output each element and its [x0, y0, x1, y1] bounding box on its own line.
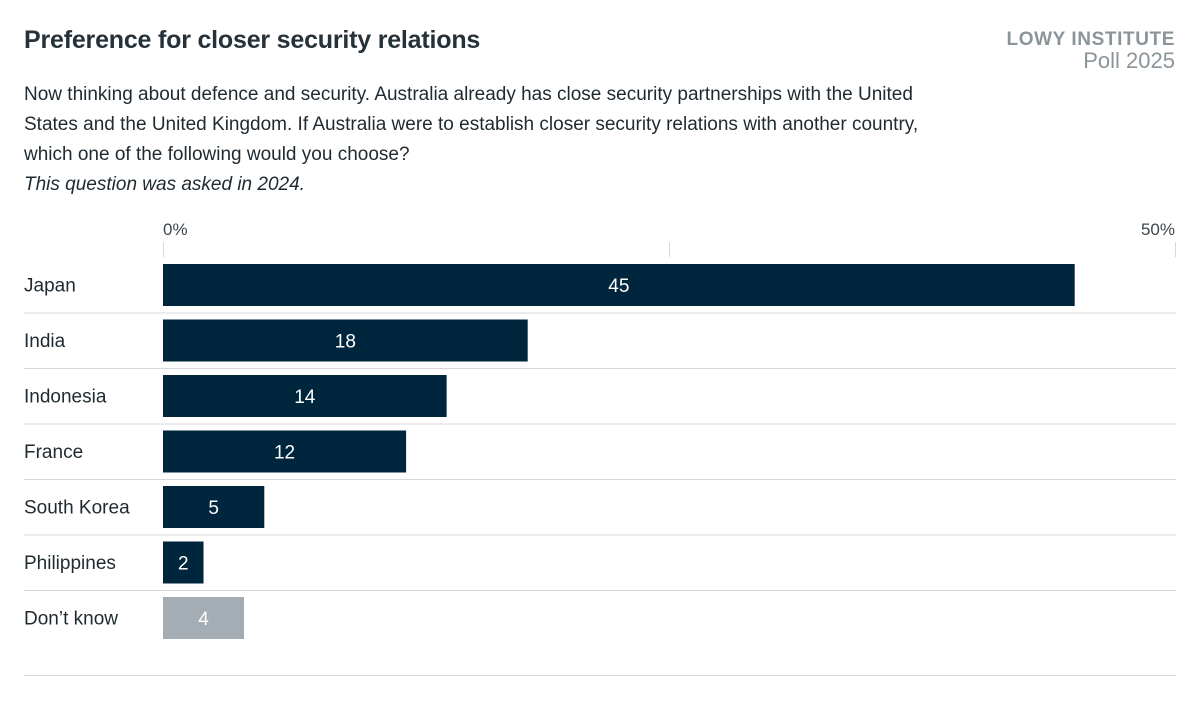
category-label: Don’t know — [24, 609, 118, 630]
question-note: This question was asked in 2024. — [24, 174, 305, 195]
data-label: 2 — [178, 554, 189, 575]
bar — [163, 430, 407, 473]
data-label: 45 — [608, 276, 629, 297]
category-label: Philippines — [24, 553, 116, 574]
brand-name: LOWY INSTITUTE — [1006, 29, 1175, 50]
bar — [163, 597, 245, 639]
data-label: 5 — [208, 498, 219, 519]
bar — [163, 319, 528, 362]
chart-title: Preference for closer security relations — [24, 26, 481, 54]
data-label: 4 — [198, 609, 209, 630]
bar — [163, 486, 265, 528]
x-tick-label: 0% — [163, 220, 188, 239]
data-label: 12 — [274, 443, 295, 464]
data-label: 14 — [294, 387, 316, 408]
category-label: Indonesia — [24, 387, 107, 408]
data-label: 18 — [335, 332, 356, 353]
category-label: France — [24, 442, 83, 463]
bar — [163, 264, 1075, 306]
brand-logo: LOWY INSTITUTE Poll 2025 — [1007, 30, 1176, 72]
question-text: Now thinking about defence and security.… — [24, 84, 919, 165]
bar — [163, 541, 204, 584]
x-tick-label: 50% — [1141, 220, 1175, 239]
category-label: India — [24, 331, 66, 352]
question-text-block: Now thinking about defence and security.… — [24, 80, 944, 200]
brand-poll-year: Poll 2025 — [1083, 48, 1175, 73]
category-label: South Korea — [24, 498, 130, 519]
bar — [163, 375, 447, 417]
category-label: Japan — [24, 276, 76, 297]
